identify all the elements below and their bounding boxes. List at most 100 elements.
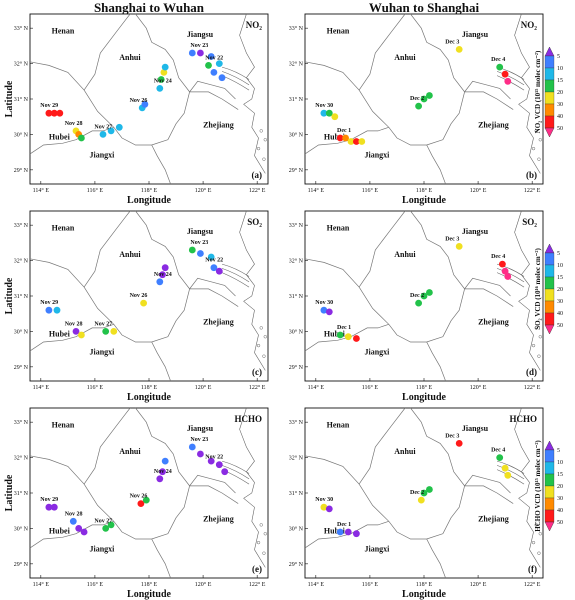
colorbar-segment [544, 461, 555, 475]
y-tick-label: 30° N [14, 328, 29, 335]
colorbar-tick-label: 50 [557, 520, 563, 526]
colorbar-tick-label: 5 [557, 251, 560, 257]
river [221, 268, 250, 283]
day-label: Nov 22 [205, 258, 223, 264]
y-tick-label: 33° N [14, 419, 29, 426]
province-border [29, 126, 114, 155]
island [262, 551, 266, 555]
colorbar-tick-label: 30 [557, 299, 563, 305]
coastline [239, 407, 266, 568]
province-border [426, 538, 446, 579]
y-tick-label: 30° N [289, 328, 304, 335]
province-border [464, 277, 511, 297]
colorbar-tick-label: 50 [557, 126, 563, 132]
day-label: Nov 24 [154, 272, 172, 278]
island [263, 532, 267, 536]
province-border [151, 538, 171, 579]
y-tick-label: 30° N [14, 131, 29, 138]
colorbar-tick-label: 10 [557, 460, 563, 466]
colorbar-tick-label: 40 [557, 508, 563, 514]
vcd-point [45, 109, 53, 117]
y-tick-label: 31° N [289, 96, 304, 103]
river [496, 465, 525, 480]
province-border [426, 144, 446, 185]
vcd-point [215, 267, 223, 275]
island [531, 540, 536, 545]
vcd-point [218, 74, 226, 82]
river [496, 268, 525, 283]
island [534, 129, 538, 133]
colorbar-segment [544, 127, 555, 138]
day-label: Nov 26 [130, 293, 148, 299]
vcd-point [188, 443, 196, 451]
province-border [189, 474, 236, 494]
x-tick-label: 122° E [524, 187, 541, 194]
coastline [239, 210, 266, 371]
x-tick-label: 122° E [249, 187, 266, 194]
day-label: Nov 23 [190, 240, 208, 246]
colorbar-segment [544, 473, 555, 487]
x-tick-label: 114° E [308, 384, 325, 391]
day-label: Nov 26 [130, 98, 148, 104]
gas-label: SO₂ [247, 217, 262, 227]
province-label: Zhejiang [478, 317, 509, 326]
x-tick-label: 120° E [195, 187, 212, 194]
vcd-point [45, 306, 53, 314]
vcd-point [207, 253, 215, 261]
vcd-point [325, 308, 333, 316]
province-border [29, 323, 114, 352]
colorbar-tick-label: 15 [557, 472, 563, 478]
x-tick-label: 116° E [362, 187, 379, 194]
island [531, 343, 536, 348]
x-tick-label: 120° E [470, 384, 487, 391]
day-label: Dec 4 [491, 57, 505, 63]
x-tick-label: 122° E [524, 581, 541, 588]
province-border [410, 210, 465, 290]
colorbar-tick-label: 40 [557, 311, 563, 317]
x-tick-label: 116° E [87, 384, 104, 391]
province-border [304, 210, 406, 288]
column-title: Wuhan to Shanghai [369, 0, 480, 15]
day-label: Dec 3 [445, 433, 459, 439]
day-label: Dec 4 [491, 448, 505, 454]
colorbar-title: SO₂ VCD (10¹⁶ molec cm⁻²) [534, 248, 542, 330]
gas-label: HCHO [509, 414, 537, 424]
vcd-point [455, 243, 463, 250]
vcd-point [426, 289, 433, 296]
province-border [135, 13, 190, 93]
province-border [304, 407, 406, 485]
province-border [304, 13, 406, 91]
map-frame [29, 210, 269, 382]
map-frame [29, 407, 269, 579]
river [496, 71, 525, 86]
x-tick-label: 114° E [33, 384, 50, 391]
y-axis-label: Latitude [4, 80, 15, 117]
vcd-point [420, 95, 428, 103]
river [221, 460, 250, 474]
day-label: Nov 27 [94, 124, 112, 130]
colorbar: 5 10 15 20 30 40 50 HCHO VCD (10¹⁵ molec cm⁻²) [534, 440, 563, 532]
province-label: Henan [52, 26, 75, 35]
y-tick-label: 32° N [289, 258, 304, 265]
province-label: Henan [327, 26, 350, 35]
province-border [464, 474, 511, 494]
day-label: Dec 1 [337, 128, 351, 134]
province-label: Henan [327, 420, 350, 429]
colorbar-tick-label: 10 [557, 66, 563, 72]
colorbar-segment [544, 46, 555, 57]
y-tick-label: 31° N [14, 293, 29, 300]
colorbar-segment [544, 276, 555, 290]
province-label: Hubei [49, 133, 71, 142]
province-label: Hubei [324, 133, 346, 142]
vcd-point [501, 464, 509, 472]
colorbar-segment [544, 252, 555, 266]
province-border [29, 407, 131, 485]
province-border [410, 407, 465, 487]
vcd-point [336, 528, 344, 536]
colorbar-tick-label: 50 [557, 323, 563, 329]
vcd-point [342, 134, 349, 142]
province-label: Hubei [49, 527, 71, 536]
vcd-point [420, 489, 428, 497]
x-tick-label: 116° E [362, 384, 379, 391]
colorbar-segment [544, 288, 555, 302]
